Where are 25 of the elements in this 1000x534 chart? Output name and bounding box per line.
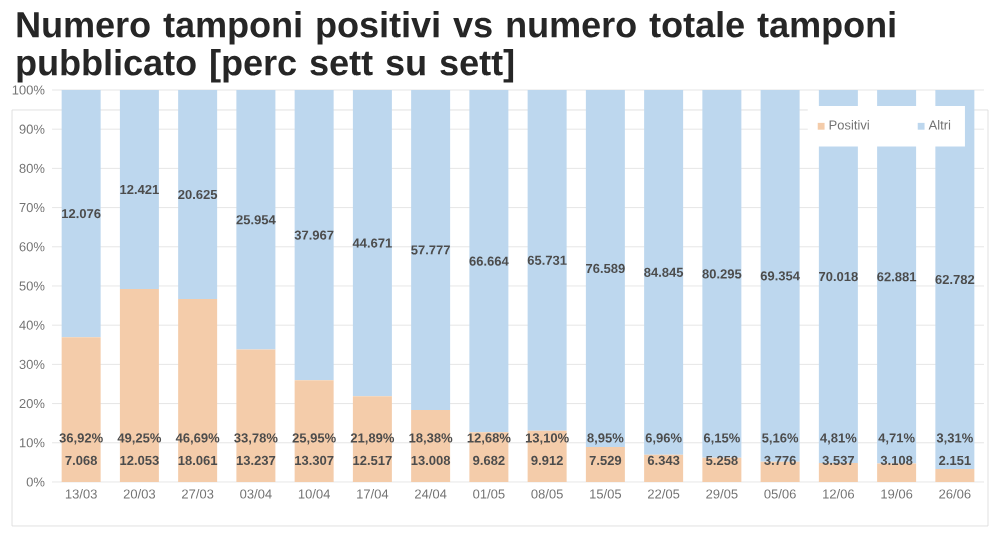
chart-title: Numero tamponi positivi vs numero totale tamponi pubblicato [perc sett su sett] [17,11,895,83]
bar [818,463,858,482]
bar [527,89,567,431]
bar [61,337,101,482]
bar [61,89,101,338]
bar [585,89,625,447]
bar [178,298,218,482]
bar [702,89,742,458]
bar [760,89,800,462]
bar [935,468,975,482]
bar [236,349,276,482]
bar [644,89,684,455]
bar [236,89,276,350]
bar [411,89,451,410]
bar [119,89,159,289]
bar [352,396,392,482]
bar [119,288,159,482]
bar [585,446,625,482]
bar [178,89,218,299]
bar [469,89,509,433]
bar [294,380,334,482]
bar [352,89,392,397]
bar [760,461,800,482]
bar [877,463,917,482]
bar [294,89,334,381]
